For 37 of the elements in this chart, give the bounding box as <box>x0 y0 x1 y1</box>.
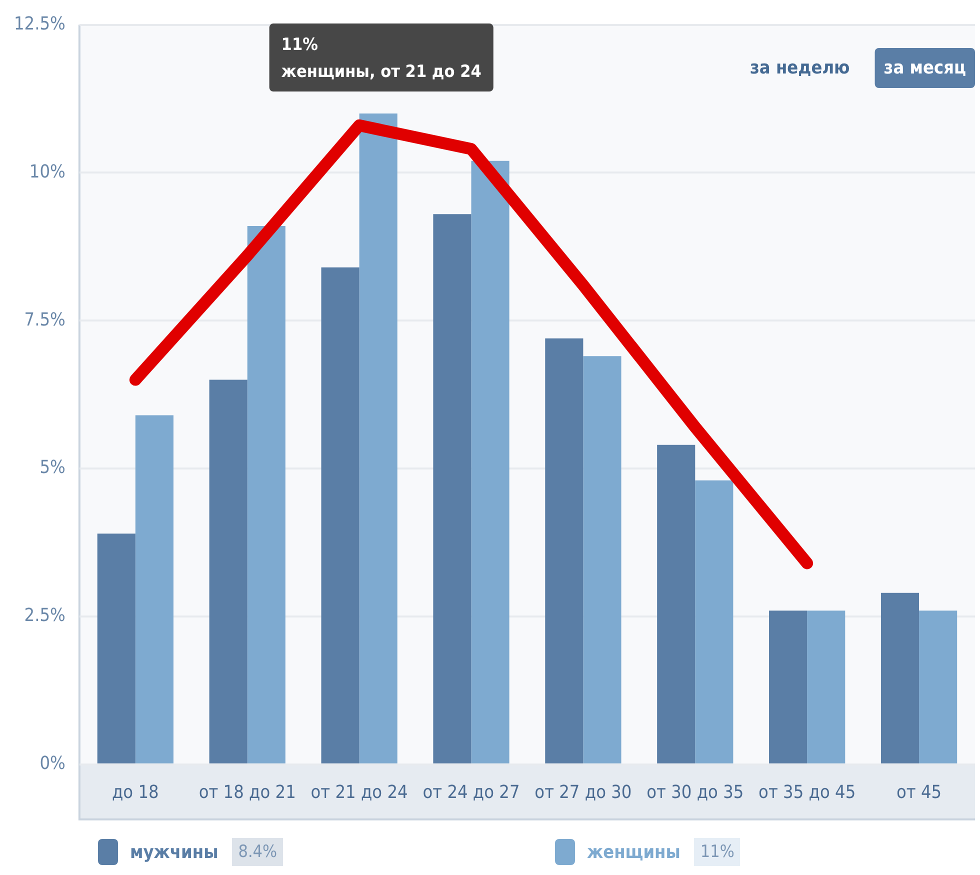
x-tick-label: от 27 до 30 <box>534 782 632 803</box>
x-tick-label: от 30 до 35 <box>646 782 744 803</box>
bar <box>807 610 846 764</box>
annotation: за месяц <box>884 58 966 79</box>
bar <box>919 610 958 764</box>
bar <box>545 338 584 764</box>
y-tick-label: 5% <box>40 457 66 478</box>
bar <box>321 267 360 764</box>
bar <box>471 160 510 764</box>
y-tick-label: 7.5% <box>24 309 66 330</box>
x-tick-label: от 21 до 24 <box>310 782 408 803</box>
bar <box>695 480 734 764</box>
bar <box>583 356 622 764</box>
text: 11% <box>694 838 740 866</box>
x-tick-label: от 35 до 45 <box>758 782 856 803</box>
x-tick-label: до 18 <box>112 782 159 803</box>
annotation: 11% женщины, от 21 до 24 <box>281 34 482 82</box>
text: 8.4% <box>232 838 284 866</box>
bar <box>657 444 696 764</box>
y-tick-label: 0% <box>40 753 66 774</box>
bar <box>209 380 248 764</box>
legend-label: женщины <box>587 842 680 862</box>
legend-label: мужчины <box>130 842 218 862</box>
bar <box>880 592 920 764</box>
bar <box>769 610 808 764</box>
y-tick-label: 2.5% <box>24 605 66 626</box>
x-tick-label: от 45 <box>896 782 942 803</box>
bar <box>135 415 174 764</box>
x-tick-label: от 18 до 21 <box>198 782 296 803</box>
bar <box>97 534 136 764</box>
y-tick-label: 10% <box>29 161 66 182</box>
bar <box>359 114 398 764</box>
y-tick-label: 12.5% <box>14 13 66 34</box>
bar <box>247 226 286 764</box>
x-tick-label: от 24 до 27 <box>422 782 520 803</box>
annotation: за неделю <box>750 58 850 79</box>
bar <box>433 214 472 764</box>
